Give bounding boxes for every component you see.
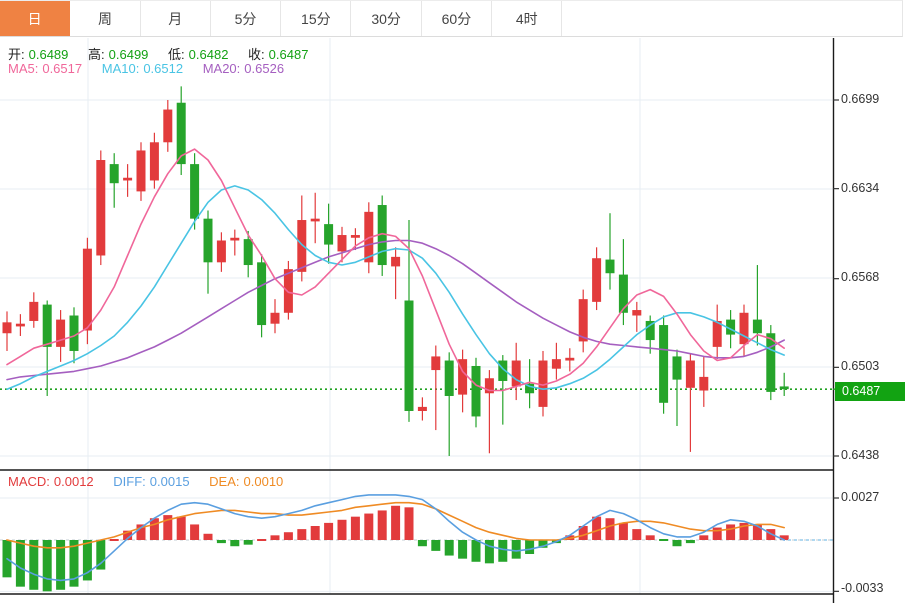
tab-60min[interactable]: 60分: [422, 1, 493, 36]
macd-header: MACD: 0.0012 DIFF: 0.0015 DEA: 0.0010: [8, 474, 287, 489]
price-tick-2: 0.6568: [841, 270, 880, 284]
period-tabbar: 日 周 月 5分 15分 30分 60分 4时: [0, 0, 903, 37]
tab-week[interactable]: 周: [70, 1, 141, 36]
current-price-badge: 0.6487: [835, 382, 905, 401]
macd-value: 0.0012: [53, 474, 94, 489]
price-tick-4: 0.6438: [841, 448, 880, 462]
tab-month[interactable]: 月: [141, 1, 211, 36]
macd-label: MACD:: [8, 474, 50, 489]
tab-day[interactable]: 日: [0, 1, 71, 36]
tab-30min[interactable]: 30分: [351, 1, 422, 36]
open-label: 开:: [8, 47, 25, 62]
ma20-value: 0.6526: [244, 61, 285, 76]
ma20-label: MA20:: [202, 61, 241, 76]
close-value: 0.6487: [268, 47, 309, 62]
dea-value: 0.0010: [243, 474, 284, 489]
ohlc-header: 开: 0.6489 高: 0.6499 低: 0.6482 收: 0.6487: [8, 44, 312, 63]
ma-header: MA5: 0.6517 MA10: 0.6512 MA20: 0.6526: [8, 61, 288, 76]
macd-tick-1: -0.0033: [841, 581, 884, 595]
diff-label: DIFF:: [113, 474, 146, 489]
dea-label: DEA:: [209, 474, 240, 489]
high-value: 0.6499: [108, 47, 149, 62]
close-label: 收:: [248, 47, 265, 62]
ma5-label: MA5:: [8, 61, 39, 76]
price-tick-0: 0.6699: [841, 92, 880, 106]
diff-value: 0.0015: [149, 474, 190, 489]
macd-tick-0: 0.0027: [841, 490, 880, 504]
ma10-value: 0.6512: [143, 61, 184, 76]
price-tick-3: 0.6503: [841, 359, 880, 373]
price-tick-1: 0.6634: [841, 181, 880, 195]
open-value: 0.6489: [28, 47, 69, 62]
tab-4hour[interactable]: 4时: [492, 1, 563, 36]
ma5-value: 0.6517: [42, 61, 83, 76]
tab-5min[interactable]: 5分: [211, 1, 282, 36]
ma10-label: MA10:: [101, 61, 140, 76]
tab-15min[interactable]: 15分: [281, 1, 352, 36]
low-value: 0.6482: [188, 47, 229, 62]
low-label: 低:: [168, 47, 185, 62]
high-label: 高:: [88, 47, 105, 62]
